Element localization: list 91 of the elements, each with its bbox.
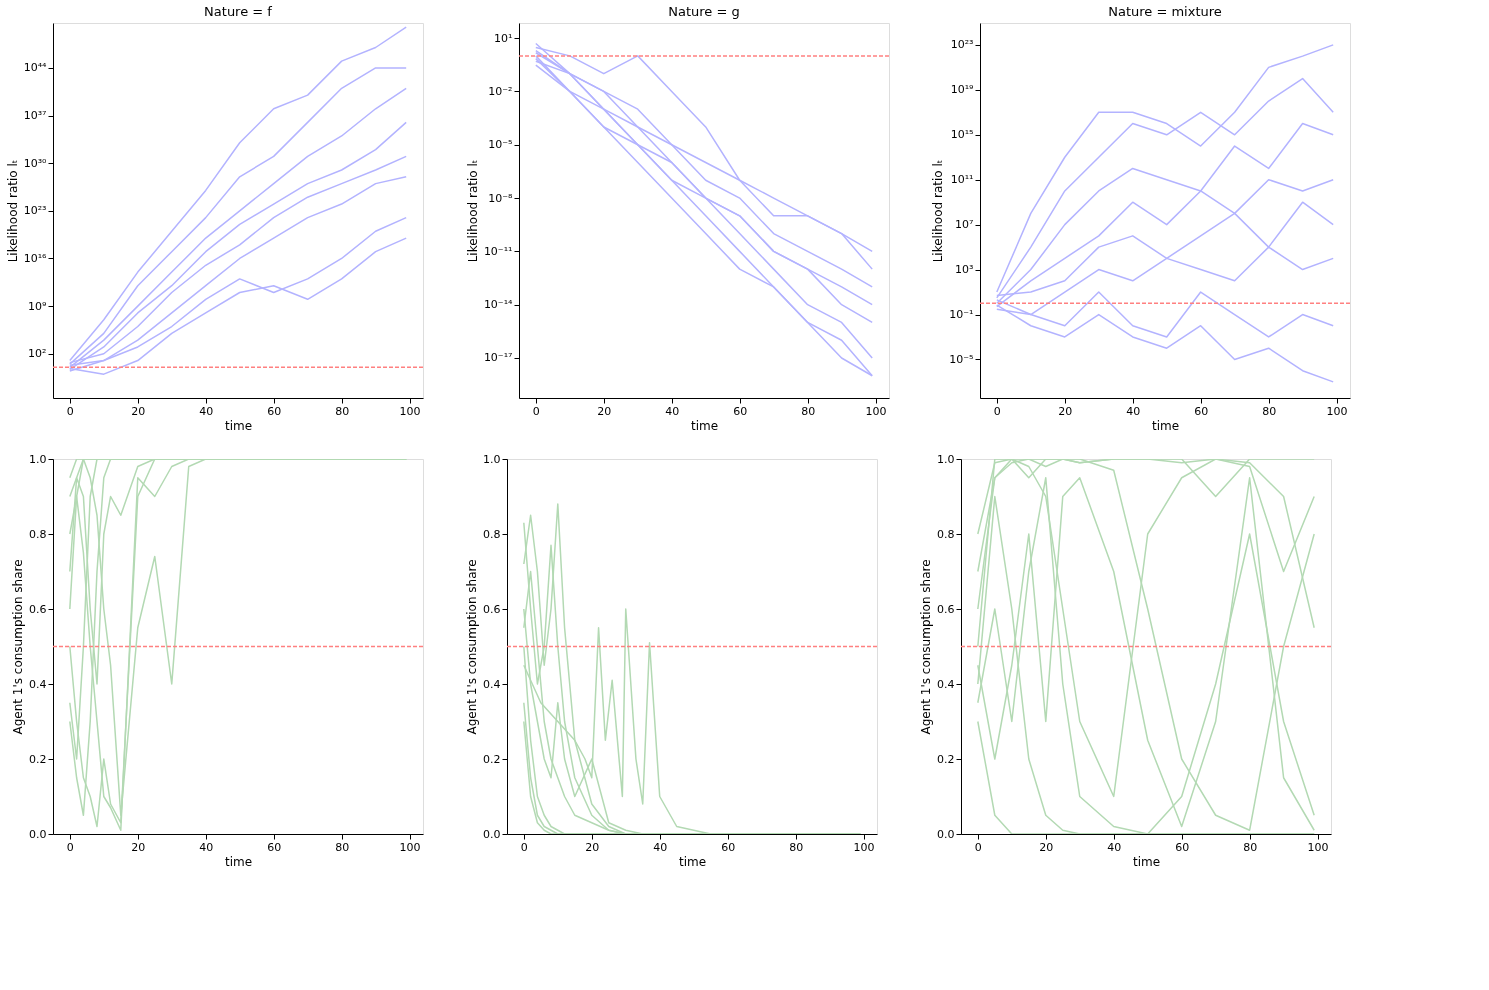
y-axis-title: Likelihood ratio lₜ [465,159,480,263]
x-tick-label: 80 [1243,840,1258,854]
y-tick-label: 10⁻¹ [949,308,974,322]
chart-title: Nature = mixture [1108,4,1222,19]
chart-title: Nature = g [668,4,740,19]
x-axis-title: time [1132,854,1161,869]
y-tick-label: 0.0 [29,827,47,841]
y-tick-label: 10³ [955,263,974,277]
y-tick-label: 0.8 [937,527,955,541]
x-tick-label: 60 [267,840,282,854]
x-tick-label: 60 [1175,840,1190,854]
x-axis-title: time [678,854,707,869]
x-tick-label: 80 [335,840,350,854]
y-tick-label: 10²³ [950,38,974,52]
y-tick-label: 10³⁷ [23,109,47,123]
y-tick-label: 10¹⁶ [23,251,48,265]
x-tick-label: 20 [131,404,146,418]
y-tick-label: 1.0 [937,452,955,466]
y-tick-label: 10⁴⁴ [23,61,48,75]
y-tick-label: 0.6 [937,602,955,616]
x-tick-label: 100 [399,404,421,418]
x-tick-label: 20 [131,840,146,854]
chart-title: Nature = f [204,4,273,19]
y-tick-label: 10¹¹ [950,173,974,187]
y-tick-label: 0.6 [483,602,501,616]
x-tick-label: 40 [653,840,668,854]
y-tick-label: 10⁻⁵ [488,138,513,152]
x-axis-title: time [224,418,253,433]
x-tick-label: 80 [335,404,350,418]
y-tick-label: 10²³ [23,204,47,218]
x-tick-label: 80 [1262,404,1277,418]
x-axis-title: time [224,854,253,869]
y-tick-label: 10⁹ [28,299,47,313]
x-tick-label: 40 [199,840,214,854]
y-axis-title: Agent 1's consumption share [465,559,480,735]
x-tick-label: 0 [532,404,540,418]
y-tick-label: 10¹⁹ [950,83,974,97]
y-axis-title: Agent 1's consumption share [11,559,26,735]
y-axis-title: Agent 1's consumption share [919,559,934,735]
y-tick-label: 10⁻¹⁴ [483,298,514,312]
y-tick-label: 10² [28,347,47,361]
y-tick-label: 0.6 [29,602,47,616]
y-tick-label: 10⁻⁸ [488,191,514,205]
x-tick-label: 0 [66,404,74,418]
y-tick-label: 0.4 [937,677,955,691]
x-tick-label: 60 [1194,404,1209,418]
y-tick-label: 1.0 [483,452,501,466]
y-axis-title: Likelihood ratio lₜ [5,159,20,263]
x-tick-label: 0 [974,840,982,854]
y-tick-label: 10⁻² [488,84,513,98]
x-tick-label: 40 [1126,404,1141,418]
x-tick-label: 80 [801,404,816,418]
x-tick-label: 80 [789,840,804,854]
x-tick-label: 60 [267,404,282,418]
x-tick-label: 0 [993,404,1001,418]
x-tick-label: 20 [585,840,600,854]
x-tick-label: 60 [733,404,748,418]
y-axis-title: Likelihood ratio lₜ [931,159,946,263]
x-tick-label: 0 [520,840,528,854]
x-tick-label: 60 [721,840,736,854]
x-tick-label: 100 [865,404,887,418]
y-tick-label: 10⁻¹⁷ [483,351,513,365]
y-tick-label: 10⁻¹¹ [483,244,513,258]
x-axis-title: time [1151,418,1180,433]
y-tick-label: 1.0 [29,452,47,466]
x-axis-title: time [690,418,719,433]
y-tick-label: 0.8 [29,527,47,541]
y-tick-label: 10³⁰ [23,156,48,170]
y-tick-label: 0.0 [937,827,955,841]
y-tick-label: 0.2 [937,752,955,766]
y-tick-label: 10⁻⁵ [949,352,974,366]
x-tick-label: 100 [1326,404,1348,418]
x-tick-label: 100 [853,840,875,854]
x-tick-label: 0 [66,840,74,854]
y-tick-label: 10¹⁵ [950,128,974,142]
y-tick-label: 0.0 [483,827,501,841]
x-tick-label: 20 [597,404,612,418]
x-tick-label: 40 [199,404,214,418]
x-tick-label: 40 [1107,840,1122,854]
y-tick-label: 0.8 [483,527,501,541]
x-tick-label: 40 [665,404,680,418]
y-tick-label: 10¹ [494,31,513,45]
x-tick-label: 20 [1058,404,1073,418]
x-tick-label: 100 [1307,840,1329,854]
x-tick-label: 20 [1039,840,1054,854]
y-tick-label: 0.4 [29,677,47,691]
y-tick-label: 0.4 [483,677,501,691]
y-tick-label: 0.2 [483,752,501,766]
y-tick-label: 10⁷ [955,218,974,232]
x-tick-label: 100 [399,840,421,854]
y-tick-label: 0.2 [29,752,47,766]
